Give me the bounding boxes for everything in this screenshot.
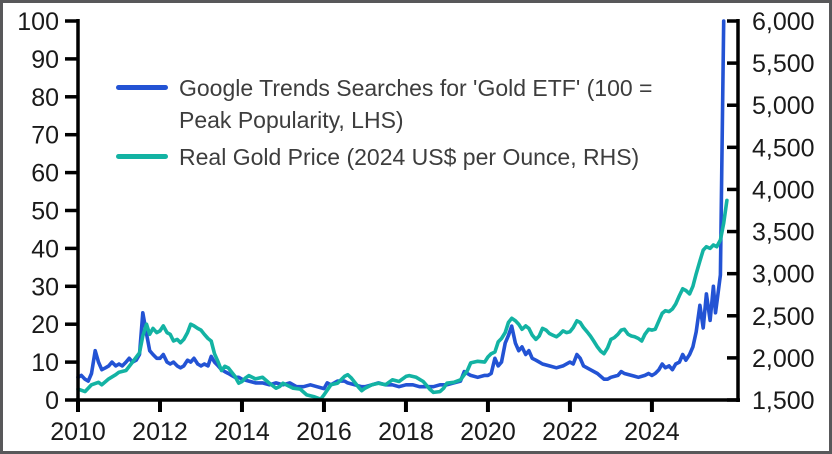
x-axis-tick-label: 2016 — [296, 418, 352, 446]
legend-item-real-gold-price: Real Gold Price (2024 US$ per Ounce, RHS… — [116, 141, 653, 173]
left-axis-tick-label: 0 — [45, 387, 59, 415]
right-axis-tick-label: 5,500 — [752, 50, 815, 78]
legend-label-real-gold-price: Real Gold Price (2024 US$ per Ounce, RHS… — [179, 141, 639, 173]
line-chart-canvas: 0 10 20 30 40 50 60 70 80 90 100 1,500 2,000 2,500 3,0… — [17, 8, 815, 446]
x-axis-tick-label: 2020 — [460, 418, 516, 446]
legend-swatch-blue-line — [116, 85, 168, 90]
right-axis-tick-label: 6,000 — [752, 8, 815, 36]
x-axis-tick-label: 2014 — [214, 418, 270, 446]
left-axis-tick-label: 80 — [31, 84, 59, 112]
x-axis-tick-label: 2012 — [132, 418, 188, 446]
right-axis-tick-label: 4,500 — [752, 134, 815, 162]
right-axis-tick-label: 3,500 — [752, 219, 815, 247]
left-axis-tick-label: 60 — [31, 160, 59, 188]
right-axis-tick-label: 1,500 — [752, 387, 815, 415]
right-axis-tick-label: 2,000 — [752, 345, 815, 373]
right-axis-tick-label: 5,000 — [752, 92, 815, 120]
x-axis-tick-label: 2022 — [542, 418, 598, 446]
legend: Google Trends Searches for 'Gold ETF' (1… — [116, 72, 653, 173]
left-axis-tick-label: 10 — [31, 349, 59, 377]
gold-etf-trends-line — [76, 19, 726, 391]
legend-label-gold-etf-trends: Google Trends Searches for 'Gold ETF' (1… — [179, 72, 653, 136]
x-axis-tick-label: 2010 — [50, 418, 106, 446]
left-axis-tick-label: 20 — [31, 311, 59, 339]
legend-swatch-teal-line — [116, 154, 168, 159]
left-axis-tick-label: 100 — [17, 8, 59, 36]
left-axis-tick-label: 70 — [31, 122, 59, 150]
legend-label-line-2: Peak Popularity, LHS) — [179, 107, 404, 133]
left-axis-tick-label: 40 — [31, 235, 59, 263]
right-axis-tick-label: 3,000 — [752, 261, 815, 289]
legend-item-gold-etf-trends: Google Trends Searches for 'Gold ETF' (1… — [116, 72, 653, 136]
left-axis-tick-label: 50 — [31, 198, 59, 226]
left-axis-tick-label: 90 — [31, 46, 59, 74]
right-axis-tick-label: 2,500 — [752, 303, 815, 331]
left-axis-tick-label: 30 — [31, 273, 59, 301]
real-gold-price-line — [76, 198, 729, 402]
legend-label-line-1: Google Trends Searches for 'Gold ETF' (1… — [179, 75, 653, 101]
x-axis-tick-label: 2024 — [624, 418, 680, 446]
x-axis-tick-label: 2018 — [378, 418, 434, 446]
right-axis-tick-label: 4,000 — [752, 176, 815, 204]
legend-label-line-1: Real Gold Price (2024 US$ per Ounce, RHS… — [179, 144, 640, 170]
